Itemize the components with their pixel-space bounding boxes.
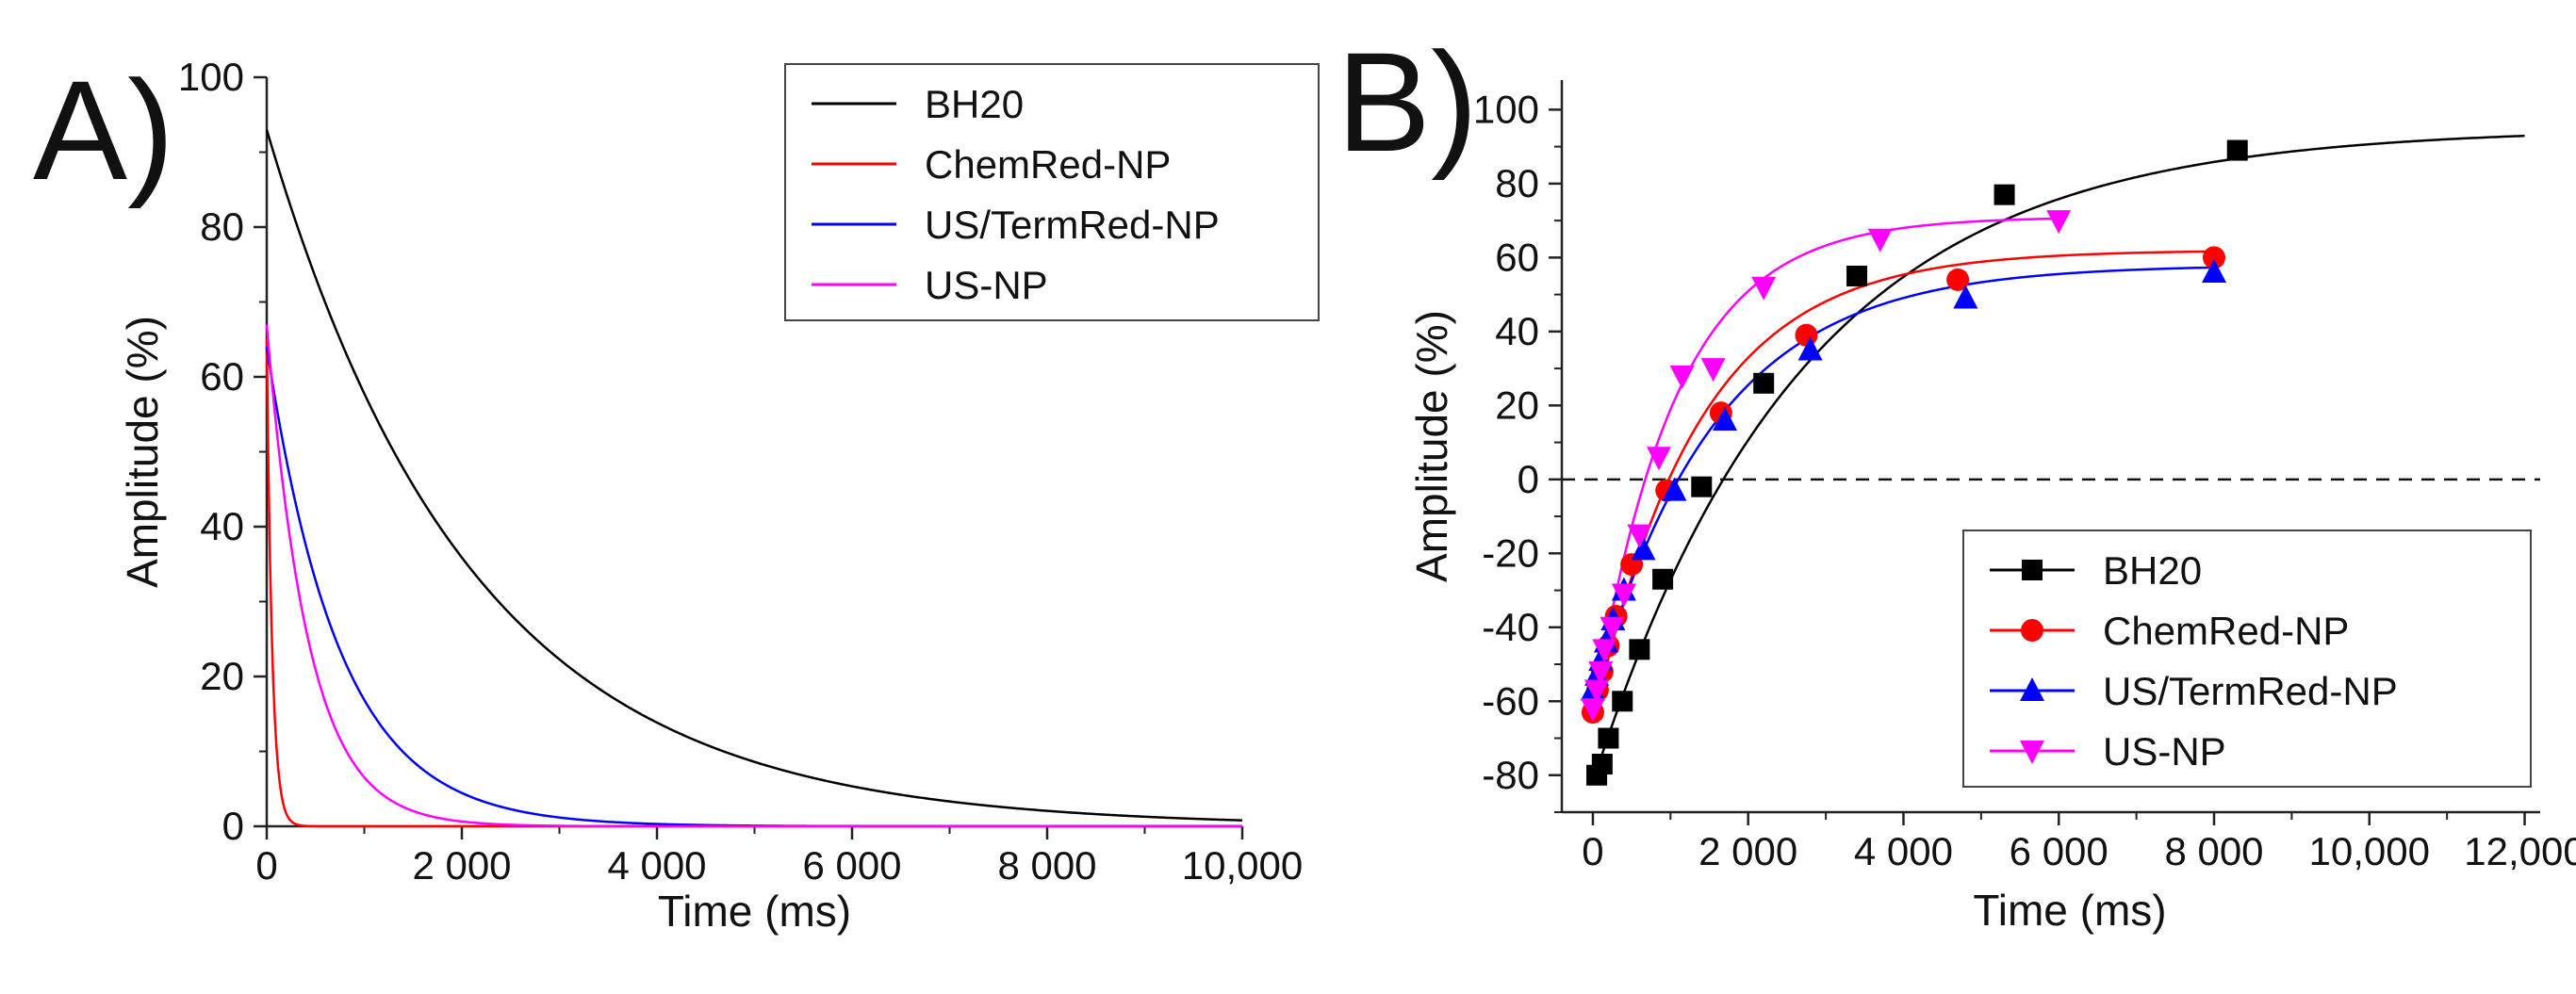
point-bh20 <box>1846 265 1868 286</box>
curve-bh20 <box>265 129 1243 822</box>
panel-b-label: B) <box>1337 23 1478 181</box>
x-tick-label-a: 8 000 <box>997 843 1096 888</box>
x-tick-label-b: 4 000 <box>1854 829 1953 873</box>
point-us-np <box>1700 358 1726 383</box>
curve-chemred-np <box>265 339 1242 828</box>
y-tick-label-b: -40 <box>1482 605 1539 649</box>
legend-a <box>784 63 1320 321</box>
x-tick-label-b: 2 000 <box>1698 829 1797 873</box>
x-tick-label-b: 6 000 <box>2010 829 2108 873</box>
legend-label-a: ChemRed-NP <box>925 142 1171 187</box>
legend-swatch-marker-b <box>2022 560 2043 580</box>
chart-b: 0 2 000 4 000 6 000 8 000 10,000 12,000 -80 -60 -… <box>1407 80 2576 935</box>
x-tick-label-a: 2 000 <box>412 843 511 888</box>
x-tick-label-b: 12,000 <box>2464 829 2576 873</box>
point-bh20 <box>1994 184 2015 205</box>
legend-label-b: BH20 <box>2103 548 2202 593</box>
curve-us-np <box>265 324 1242 828</box>
legend-b <box>1962 530 2532 788</box>
legend-swatch-marker-b <box>2020 677 2044 701</box>
point-chemred-np <box>1795 323 1818 347</box>
y-axis-title-a: Amplitude (%) <box>118 316 167 588</box>
x-tick-label-a: 4 000 <box>607 843 706 888</box>
panel-a-label: A) <box>33 51 174 209</box>
point-us-termred-np <box>1797 336 1823 361</box>
legend-swatch-marker-b <box>2020 741 2044 764</box>
y-tick-label-b: -20 <box>1482 530 1539 575</box>
legend-swatch-marker-b <box>2021 619 2043 642</box>
x-tick-label-b: 8 000 <box>2164 829 2263 873</box>
y-tick-label-b: -60 <box>1482 678 1539 723</box>
x-tick-label-a: 0 <box>255 843 277 888</box>
point-us-termred-np <box>1631 536 1656 561</box>
point-us-np <box>1867 228 1893 253</box>
point-us-np <box>1669 365 1695 389</box>
legend-label-a: US-NP <box>925 263 1048 307</box>
fit-chemred-np <box>1591 250 2215 725</box>
legend-label-b: ChemRed-NP <box>2103 609 2349 653</box>
point-bh20 <box>1612 691 1633 712</box>
point-bh20 <box>1753 372 1775 394</box>
x-tick-label-b: 0 <box>1582 829 1603 873</box>
point-bh20 <box>2226 139 2248 161</box>
x-axis-title-b: Time (ms) <box>1973 886 2166 935</box>
y-tick-label-b: 60 <box>1495 235 1539 279</box>
fit-us-np <box>1591 217 2059 717</box>
point-bh20 <box>1652 568 1674 590</box>
y-axis-title-b: Amplitude (%) <box>1407 310 1456 582</box>
x-tick-label-a: 6 000 <box>802 843 901 888</box>
y-tick-label-b: 40 <box>1495 309 1539 353</box>
point-bh20 <box>1591 753 1613 774</box>
point-us-np <box>1588 660 1614 685</box>
fit-bh20 <box>1591 134 2525 783</box>
x-tick-label-a: 10,000 <box>1182 843 1303 888</box>
point-chemred-np <box>2203 246 2225 269</box>
point-chemred-np <box>1946 268 1970 291</box>
y-tick-label-a: 0 <box>222 804 244 848</box>
point-us-np <box>1600 616 1625 641</box>
curve-us-termred-np <box>265 347 1242 828</box>
point-us-np <box>1611 583 1636 608</box>
y-tick-label-a: 100 <box>178 55 244 99</box>
point-us-np <box>1580 698 1605 723</box>
y-tick-label-b: 20 <box>1495 383 1539 427</box>
point-us-termred-np <box>1713 407 1737 432</box>
legend-label-b: US/TermRed-NP <box>2103 669 2398 713</box>
y-tick-label-b: 100 <box>1473 87 1539 131</box>
y-tick-label-a: 60 <box>200 354 244 399</box>
legend-label-a: US/TermRed-NP <box>925 203 1220 247</box>
y-tick-label-a: 40 <box>200 504 244 548</box>
legend-label-b: US-NP <box>2103 729 2226 774</box>
point-bh20 <box>1691 476 1713 497</box>
point-bh20 <box>1598 727 1619 749</box>
chart-a: 0 2 000 4 000 6 000 8 000 10,000 0 20 40 60 80 100 T… <box>118 55 1320 936</box>
point-us-termred-np <box>1662 477 1687 501</box>
x-tick-label-b: 10,000 <box>2309 829 2430 873</box>
point-bh20 <box>1629 639 1650 660</box>
point-us-np <box>1751 276 1777 301</box>
point-us-termred-np <box>2202 259 2226 284</box>
point-us-np <box>1627 524 1652 548</box>
point-us-np <box>1646 447 1671 471</box>
y-tick-label-a: 20 <box>200 654 244 698</box>
x-axis-title-a: Time (ms) <box>658 887 851 936</box>
y-tick-label-a: 80 <box>200 204 244 249</box>
fit-us-termred-np <box>1591 266 2215 702</box>
y-tick-label-b: 0 <box>1518 457 1539 501</box>
point-us-termred-np <box>1953 285 1978 309</box>
point-us-np <box>1592 639 1617 663</box>
point-us-np <box>2046 210 2072 235</box>
point-us-np <box>1584 679 1610 704</box>
y-tick-label-b: 80 <box>1495 161 1539 205</box>
y-tick-label-b: -80 <box>1482 753 1539 797</box>
legend-label-a: BH20 <box>925 82 1024 126</box>
